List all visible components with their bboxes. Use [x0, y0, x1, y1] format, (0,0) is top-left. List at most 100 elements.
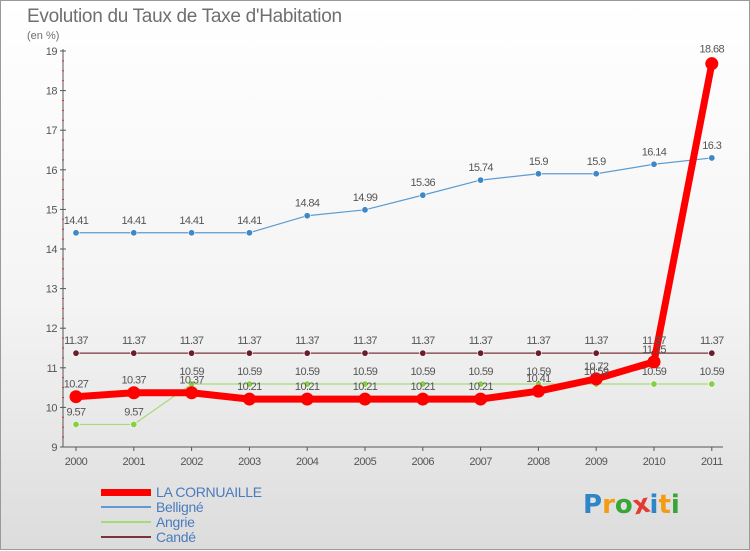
y-tick-label: 17	[46, 125, 58, 137]
data-label: 10.72	[584, 361, 609, 373]
x-tick-label: 2002	[180, 456, 203, 468]
data-point	[130, 229, 138, 237]
data-point	[127, 386, 141, 400]
y-tick-label: 13	[46, 284, 58, 296]
data-label: 15.9	[587, 156, 606, 168]
data-point	[242, 392, 256, 406]
data-label: 14.41	[122, 215, 147, 227]
legend-label: Belligné	[156, 499, 204, 515]
data-point	[708, 380, 716, 388]
logo-letter: i	[649, 490, 659, 520]
data-label: 10.59	[526, 366, 551, 378]
data-label: 11.37	[469, 335, 493, 347]
data-label: 10.21	[237, 381, 262, 393]
x-tick-label: 2004	[296, 456, 319, 468]
data-point	[188, 229, 196, 237]
x-tick-label: 2001	[123, 456, 146, 468]
legend-swatch	[101, 506, 151, 508]
data-point	[303, 349, 311, 357]
data-point	[358, 392, 372, 406]
legend-label: Angrie	[156, 514, 195, 530]
data-label: 10.59	[642, 366, 667, 378]
data-point	[705, 57, 719, 71]
legend-label: Candé	[156, 529, 196, 545]
data-point	[300, 392, 314, 406]
data-point	[303, 212, 311, 220]
legend-swatch	[101, 536, 151, 538]
data-point	[419, 349, 427, 357]
y-tick-label: 18	[46, 86, 58, 98]
data-label: 10.21	[468, 381, 493, 393]
logo-letter: i	[670, 490, 680, 520]
y-tick-label: 16	[46, 165, 58, 177]
data-point	[647, 355, 661, 369]
logo-letter: P	[583, 490, 603, 520]
x-tick-label: 2000	[65, 456, 88, 468]
legend-swatch	[101, 489, 151, 496]
data-point	[589, 372, 603, 386]
data-point	[72, 420, 80, 428]
y-tick-label: 11	[47, 363, 58, 375]
data-label: 14.84	[295, 198, 320, 210]
x-tick-label: 2003	[238, 456, 261, 468]
data-point	[303, 380, 311, 388]
data-label: 15.36	[411, 177, 436, 189]
logo-letter: r	[602, 490, 615, 520]
data-point	[130, 349, 138, 357]
data-point	[534, 349, 542, 357]
y-tick-label: 12	[46, 323, 58, 335]
data-point	[650, 380, 658, 388]
data-label: 11.37	[238, 335, 262, 347]
data-label: 14.41	[179, 215, 204, 227]
data-label: 11.37	[700, 335, 724, 347]
data-point	[361, 380, 369, 388]
x-tick-label: 2011	[701, 456, 723, 468]
data-label: 11.37	[584, 335, 608, 347]
data-point	[185, 386, 199, 400]
data-label: 11.37	[122, 335, 146, 347]
data-label: 9.57	[66, 406, 85, 418]
data-label: 10.59	[353, 366, 378, 378]
logo-letter: t	[658, 490, 671, 520]
data-label: 10.59	[411, 366, 436, 378]
data-point	[245, 229, 253, 237]
data-point	[245, 349, 253, 357]
data-point	[592, 170, 600, 178]
data-label: 11.15	[642, 344, 666, 356]
data-label: 15.9	[529, 156, 548, 168]
data-point	[188, 349, 196, 357]
data-label: 10.59	[468, 366, 493, 378]
data-label: 18.68	[700, 44, 725, 56]
y-tick-label: 9	[51, 442, 57, 454]
data-point	[130, 420, 138, 428]
data-label: 10.41	[526, 373, 551, 385]
y-tick-label: 14	[46, 244, 58, 256]
data-label: 10.59	[237, 366, 262, 378]
data-label: 10.59	[179, 366, 204, 378]
legend-swatch	[101, 521, 151, 523]
data-point	[708, 349, 716, 357]
data-point	[419, 191, 427, 199]
data-label: 10.37	[122, 375, 147, 387]
chart-subtitle: (en %)	[27, 30, 60, 42]
y-tick-label: 15	[46, 204, 58, 216]
data-point	[477, 176, 485, 184]
data-label: 11.37	[411, 335, 435, 347]
data-label: 11.37	[527, 335, 551, 347]
x-tick-label: 2008	[527, 456, 550, 468]
series-line-0	[75, 63, 716, 403]
data-point	[531, 384, 545, 398]
data-point	[72, 229, 80, 237]
data-point	[477, 349, 485, 357]
data-point	[477, 380, 485, 388]
data-label: 10.59	[700, 366, 725, 378]
data-label: 11.37	[180, 335, 204, 347]
data-label: 10.59	[295, 366, 320, 378]
data-point	[592, 349, 600, 357]
data-label: 11.37	[64, 335, 88, 347]
series-line-1	[76, 157, 712, 234]
data-point	[534, 170, 542, 178]
data-label: 14.99	[353, 192, 378, 204]
data-label: 10.59	[584, 366, 609, 378]
